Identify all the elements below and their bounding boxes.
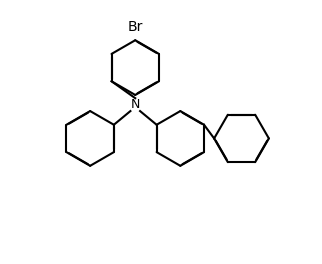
Text: Br: Br: [128, 20, 143, 34]
Text: N: N: [130, 98, 140, 111]
